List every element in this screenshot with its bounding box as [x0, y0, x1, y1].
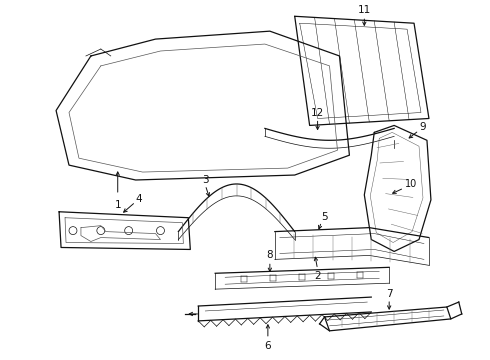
Text: 9: 9	[419, 122, 426, 132]
Text: 8: 8	[267, 251, 273, 260]
Text: 10: 10	[405, 179, 417, 189]
Text: 6: 6	[265, 341, 271, 351]
Text: 3: 3	[202, 175, 209, 185]
Text: 5: 5	[321, 212, 328, 222]
Text: 7: 7	[386, 289, 392, 299]
Text: 11: 11	[358, 5, 371, 15]
Text: 1: 1	[114, 200, 121, 210]
Text: 12: 12	[311, 108, 324, 117]
Text: 2: 2	[314, 271, 321, 281]
Text: 4: 4	[135, 194, 142, 204]
